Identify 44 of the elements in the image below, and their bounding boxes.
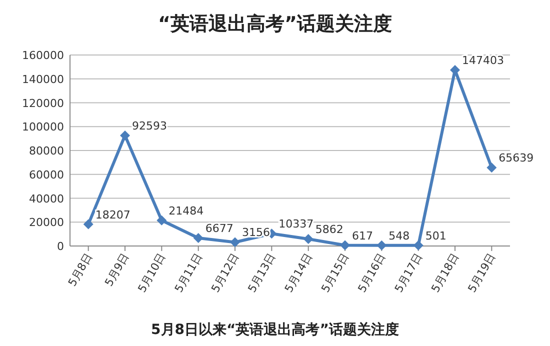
y-tick-label: 140000 — [22, 72, 64, 86]
x-tick-label: 5月16日 — [356, 251, 388, 295]
point — [413, 240, 424, 250]
x-tick-label: 5月19日 — [466, 251, 498, 295]
data-label: 617 — [352, 229, 373, 242]
x-tick-label: 5月17日 — [392, 251, 425, 295]
point — [376, 240, 387, 250]
data-label: 92593 — [132, 119, 167, 132]
y-tick-label: 100000 — [22, 120, 64, 134]
y-tick-label: 60000 — [29, 168, 64, 182]
data-label: 65639 — [498, 152, 534, 165]
text: 5月8日以来“英语退出高考”话题关注度 — [151, 321, 399, 338]
x-tick-label: 5月9日 — [102, 251, 132, 289]
data-label: 5862 — [315, 223, 344, 236]
x-tick-label: 5月11日 — [172, 251, 205, 295]
x-tick-label: 5月15日 — [318, 251, 352, 295]
x-tick-label: 5月14日 — [282, 251, 315, 295]
chart-title: “英语退出高考”话题关注度 — [158, 13, 392, 35]
data-label: 147403 — [462, 54, 504, 68]
y-tick-label: 0 — [57, 240, 64, 253]
data-label: 21484 — [168, 204, 204, 218]
data-label: 6677 — [205, 222, 234, 236]
point — [486, 162, 497, 173]
x-tick-label: 5月13日 — [246, 251, 278, 295]
y-tick-label: 120000 — [22, 96, 64, 110]
x-tick-label: 5月8日 — [66, 251, 95, 289]
data-label: 548 — [388, 229, 410, 242]
point — [193, 233, 204, 244]
x-tick-label: 5月18日 — [428, 251, 462, 295]
point — [156, 215, 167, 226]
y-tick-label: 160000 — [22, 49, 64, 62]
data-label: 18207 — [95, 208, 130, 222]
point — [303, 234, 314, 244]
point — [83, 219, 94, 230]
point — [340, 240, 350, 250]
data-label: 10337 — [278, 218, 314, 231]
y-tick-label: 20000 — [29, 216, 64, 230]
data-label: 501 — [425, 229, 446, 242]
y-tick-label: 80000 — [29, 144, 64, 158]
y-tick-label: 40000 — [29, 192, 64, 206]
x-tick-label: 5月12日 — [208, 251, 242, 295]
point — [120, 130, 130, 140]
point — [230, 237, 240, 248]
x-tick-label: 5月10日 — [136, 251, 168, 295]
